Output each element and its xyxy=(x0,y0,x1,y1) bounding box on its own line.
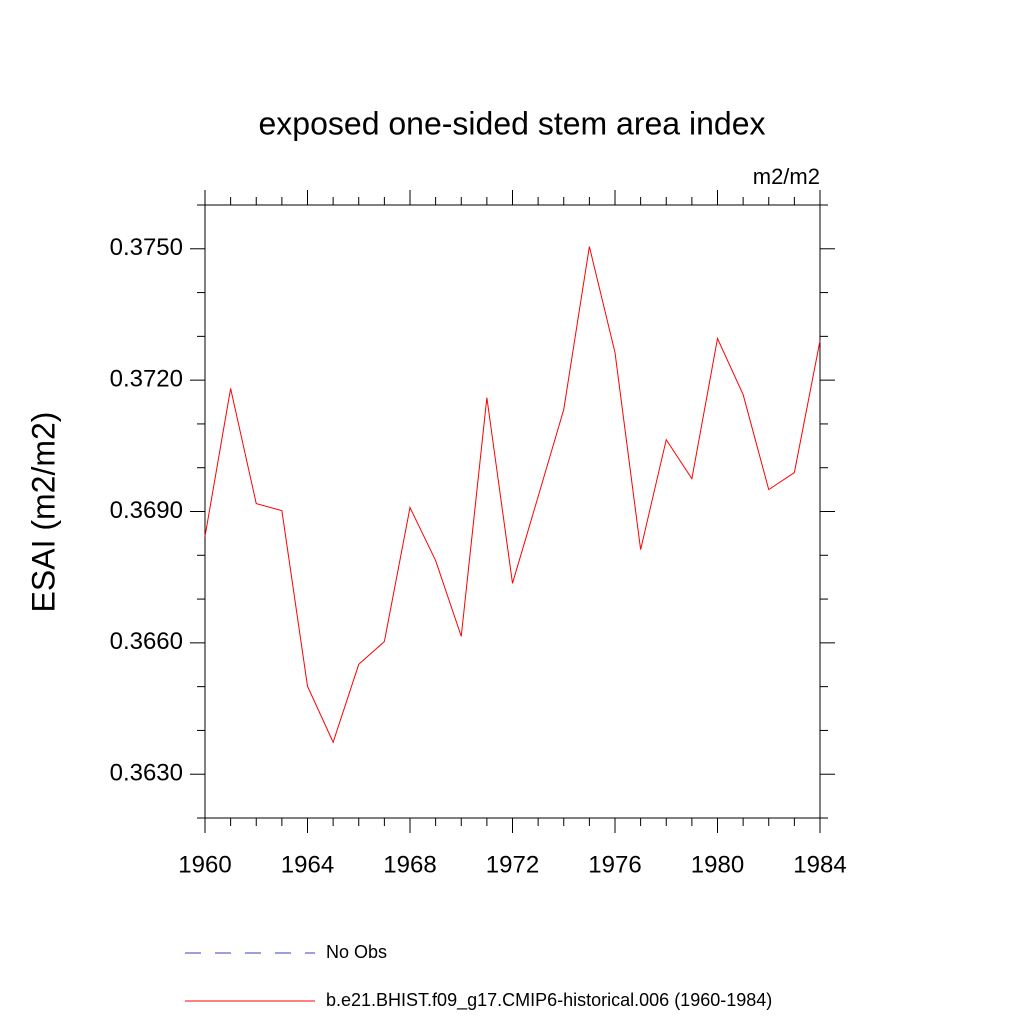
units-label: m2/m2 xyxy=(753,164,820,189)
x-tick-label: 1980 xyxy=(691,851,744,878)
x-tick-label: 1976 xyxy=(588,851,641,878)
y-tick-label: 0.3720 xyxy=(110,365,183,392)
plot-frame xyxy=(204,204,821,819)
x-tick-label: 1984 xyxy=(793,851,846,878)
x-tick-label: 1972 xyxy=(486,851,539,878)
x-tick-label: 1964 xyxy=(281,851,334,878)
chart-title: exposed one-sided stem area index xyxy=(259,105,766,141)
x-tick-label: 1960 xyxy=(178,851,231,878)
y-tick-label: 0.3750 xyxy=(110,234,183,261)
series-line xyxy=(204,246,821,744)
y-axis-label: ESAI (m2/m2) xyxy=(25,412,61,613)
y-tick-label: 0.3660 xyxy=(110,628,183,655)
legend-label: No Obs xyxy=(326,942,387,962)
y-tick-label: 0.3630 xyxy=(110,760,183,787)
x-tick-label: 1968 xyxy=(383,851,436,878)
legend-label: b.e21.BHIST.f09_g17.CMIP6-historical.006… xyxy=(326,990,772,1011)
y-tick-label: 0.3690 xyxy=(110,497,183,524)
